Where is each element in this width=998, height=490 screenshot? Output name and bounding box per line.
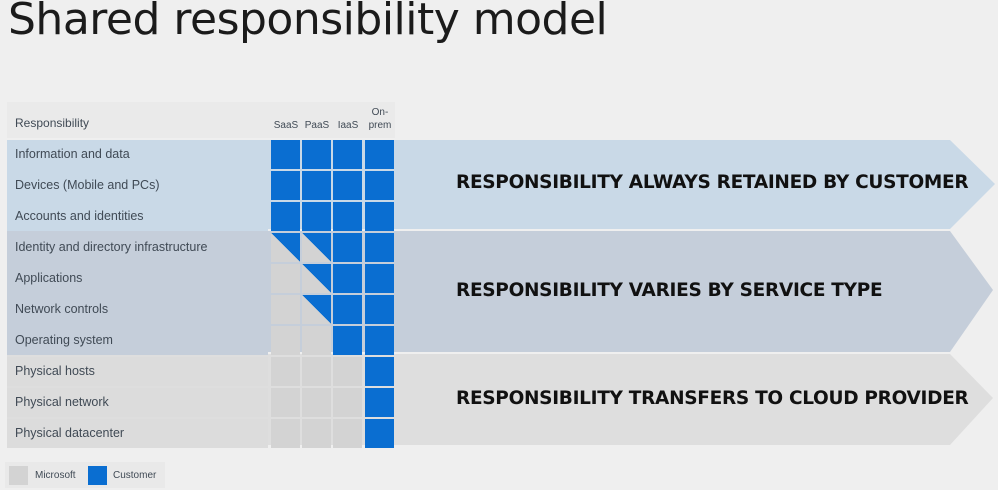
microsoft-cell [271, 326, 300, 355]
customer-cell [333, 171, 362, 200]
band-customer-label: RESPONSIBILITY ALWAYS RETAINED BY CUSTOM… [456, 172, 969, 193]
responsibility-header: Responsibility [15, 116, 90, 130]
customer-cell [333, 264, 362, 293]
table-row: Information and data [7, 140, 268, 169]
band-varies-label: RESPONSIBILITY VARIES BY SERVICE TYPE [456, 280, 883, 301]
customer-cell [333, 140, 362, 169]
row-label: Operating system [15, 333, 113, 347]
microsoft-cell [302, 419, 331, 448]
microsoft-cell [333, 357, 362, 386]
customer-cell [333, 233, 362, 262]
customer-cell [333, 202, 362, 231]
shared-cell [302, 295, 331, 324]
microsoft-cell [333, 388, 362, 417]
customer-cell [365, 202, 394, 231]
table-row: Network controls [7, 295, 268, 324]
row-label: Physical network [15, 395, 109, 409]
table-row: Devices (Mobile and PCs) [7, 171, 268, 200]
column-iaas: IaaS [337, 120, 359, 131]
table-row: Applications [7, 264, 268, 293]
shared-cell [271, 233, 300, 262]
column-paas: PaaS [304, 120, 330, 131]
customer-cell [302, 140, 331, 169]
microsoft-cell [302, 388, 331, 417]
table-row: Physical datacenter [7, 419, 268, 448]
microsoft-cell [271, 264, 300, 293]
customer-cell [365, 140, 394, 169]
legend [5, 462, 165, 488]
microsoft-cell [302, 326, 331, 355]
row-label: Information and data [15, 147, 130, 161]
microsoft-cell [271, 388, 300, 417]
row-label: Accounts and identities [15, 209, 144, 223]
microsoft-cell [271, 295, 300, 324]
row-label: Identity and directory infrastructure [15, 240, 208, 254]
page-title: Shared responsibility model [8, 0, 608, 45]
customer-cell [271, 171, 300, 200]
legend-customer-label: Customer [113, 470, 157, 481]
row-label: Devices (Mobile and PCs) [15, 178, 160, 192]
legend-microsoft-label: Microsoft [35, 470, 76, 481]
table-header [7, 102, 395, 138]
customer-cell [365, 295, 394, 324]
table-row: Accounts and identities [7, 202, 268, 231]
shared-cell [302, 233, 331, 262]
customer-cell [365, 171, 394, 200]
column-onprem: On-prem [368, 107, 392, 131]
customer-cell [365, 264, 394, 293]
band-provider-label: RESPONSIBILITY TRANSFERS TO CLOUD PROVID… [456, 388, 969, 409]
customer-cell [333, 295, 362, 324]
shared-cell [302, 264, 331, 293]
customer-cell [333, 326, 362, 355]
table-row: Operating system [7, 326, 268, 355]
column-saas: SaaS [273, 120, 299, 131]
microsoft-cell [302, 357, 331, 386]
legend-customer-swatch [88, 466, 107, 485]
table-row: Physical network [7, 388, 268, 417]
table-row: Physical hosts [7, 357, 268, 386]
table-row: Identity and directory infrastructure [7, 233, 268, 262]
customer-cell [271, 202, 300, 231]
row-label: Physical datacenter [15, 426, 125, 440]
customer-cell [365, 388, 394, 417]
customer-cell [365, 419, 394, 448]
microsoft-cell [271, 419, 300, 448]
row-label: Physical hosts [15, 364, 95, 378]
customer-cell [271, 140, 300, 169]
row-label: Network controls [15, 302, 109, 316]
legend-microsoft-swatch [9, 466, 28, 485]
microsoft-cell [271, 357, 300, 386]
customer-cell [365, 326, 394, 355]
microsoft-cell [333, 419, 362, 448]
customer-cell [365, 233, 394, 262]
customer-cell [365, 357, 394, 386]
row-label: Applications [15, 271, 83, 285]
customer-cell [302, 202, 331, 231]
customer-cell [302, 171, 331, 200]
